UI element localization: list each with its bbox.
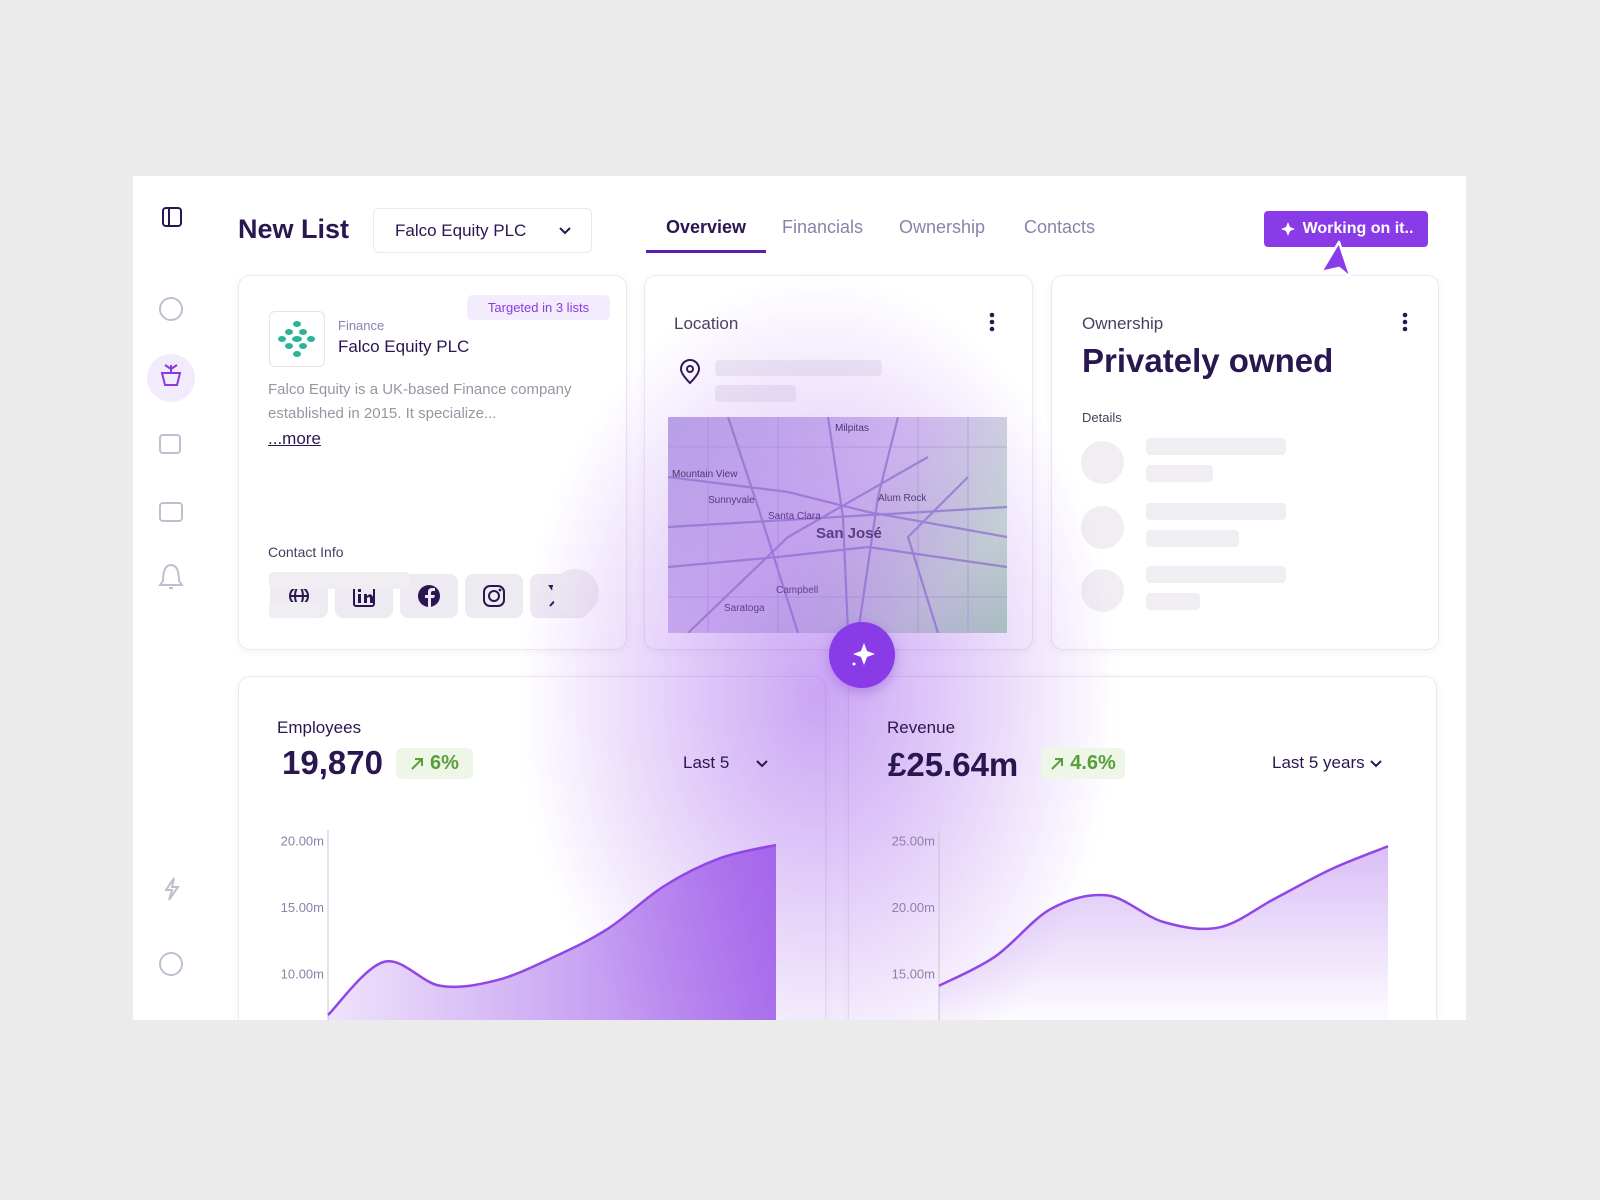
y-tick-label: 15.00m: [892, 967, 935, 982]
nav-profile[interactable]: [159, 952, 183, 976]
tab[interactable]: Financials: [782, 217, 864, 237]
nav-actions[interactable]: [164, 877, 180, 901]
charts: 20.00m 15.00m 10.00m 25.00m 20.00m 15.00m: [281, 830, 1389, 1020]
tab[interactable]: Contacts: [1024, 217, 1096, 237]
sidebar-toggle[interactable]: [162, 207, 182, 227]
chevron: [756, 760, 768, 768]
tab-underline: [646, 250, 766, 253]
area-fill: [328, 844, 776, 1020]
working-button[interactable]: Working on it..: [1264, 211, 1428, 247]
y-tick-label: 10.00m: [281, 967, 324, 982]
chevron: [559, 227, 571, 235]
ai-button[interactable]: [829, 622, 895, 688]
tab[interactable]: Overview: [666, 217, 747, 237]
y-tick-label: 20.00m: [281, 834, 324, 849]
revenue-value: £25.64m: [888, 746, 1019, 783]
cursor: [1319, 240, 1353, 280]
y-tick-label: 20.00m: [892, 900, 935, 915]
company-select[interactable]: Falco Equity PLC: [373, 208, 592, 253]
employees-value: 19,870: [282, 744, 383, 781]
sidebar: [147, 207, 195, 976]
nav-bell[interactable]: [158, 563, 184, 589]
chevron: [1370, 760, 1382, 768]
nav-explore[interactable]: [159, 297, 183, 321]
working-button-text: Working on it..: [1302, 220, 1414, 237]
nav-box[interactable]: [159, 502, 183, 522]
revenue-change-text: 4.6%: [1070, 752, 1116, 774]
page-title: New List: [238, 214, 350, 244]
revenue-label: Revenue: [887, 718, 956, 737]
nav-lists[interactable]: [147, 354, 195, 402]
tab[interactable]: Ownership: [899, 217, 986, 237]
employees-change: 6%: [396, 748, 473, 779]
nav-lists-icon: [160, 364, 182, 386]
revenue-period[interactable]: Last 5 years: [1272, 753, 1365, 772]
area-fill: [939, 846, 1388, 1020]
area-line: [327, 843, 777, 1016]
revenue-change: 4.6%: [1041, 748, 1125, 779]
employees-label: Employees: [277, 718, 362, 737]
y-tick-label: 15.00m: [281, 900, 324, 915]
nav-media[interactable]: [159, 434, 181, 454]
employees-change-text: 6%: [430, 752, 459, 774]
sparkle-icon: [852, 643, 875, 666]
area-line: [938, 845, 1389, 987]
company-select-text: Falco Equity PLC: [395, 221, 527, 240]
y-tick-label: 25.00m: [892, 834, 935, 849]
employees-period[interactable]: Last 5: [683, 753, 730, 772]
sparkle-icon: [1280, 222, 1295, 236]
app-panel: New List Falco Equity PLC Overview Finan…: [133, 176, 1466, 1020]
